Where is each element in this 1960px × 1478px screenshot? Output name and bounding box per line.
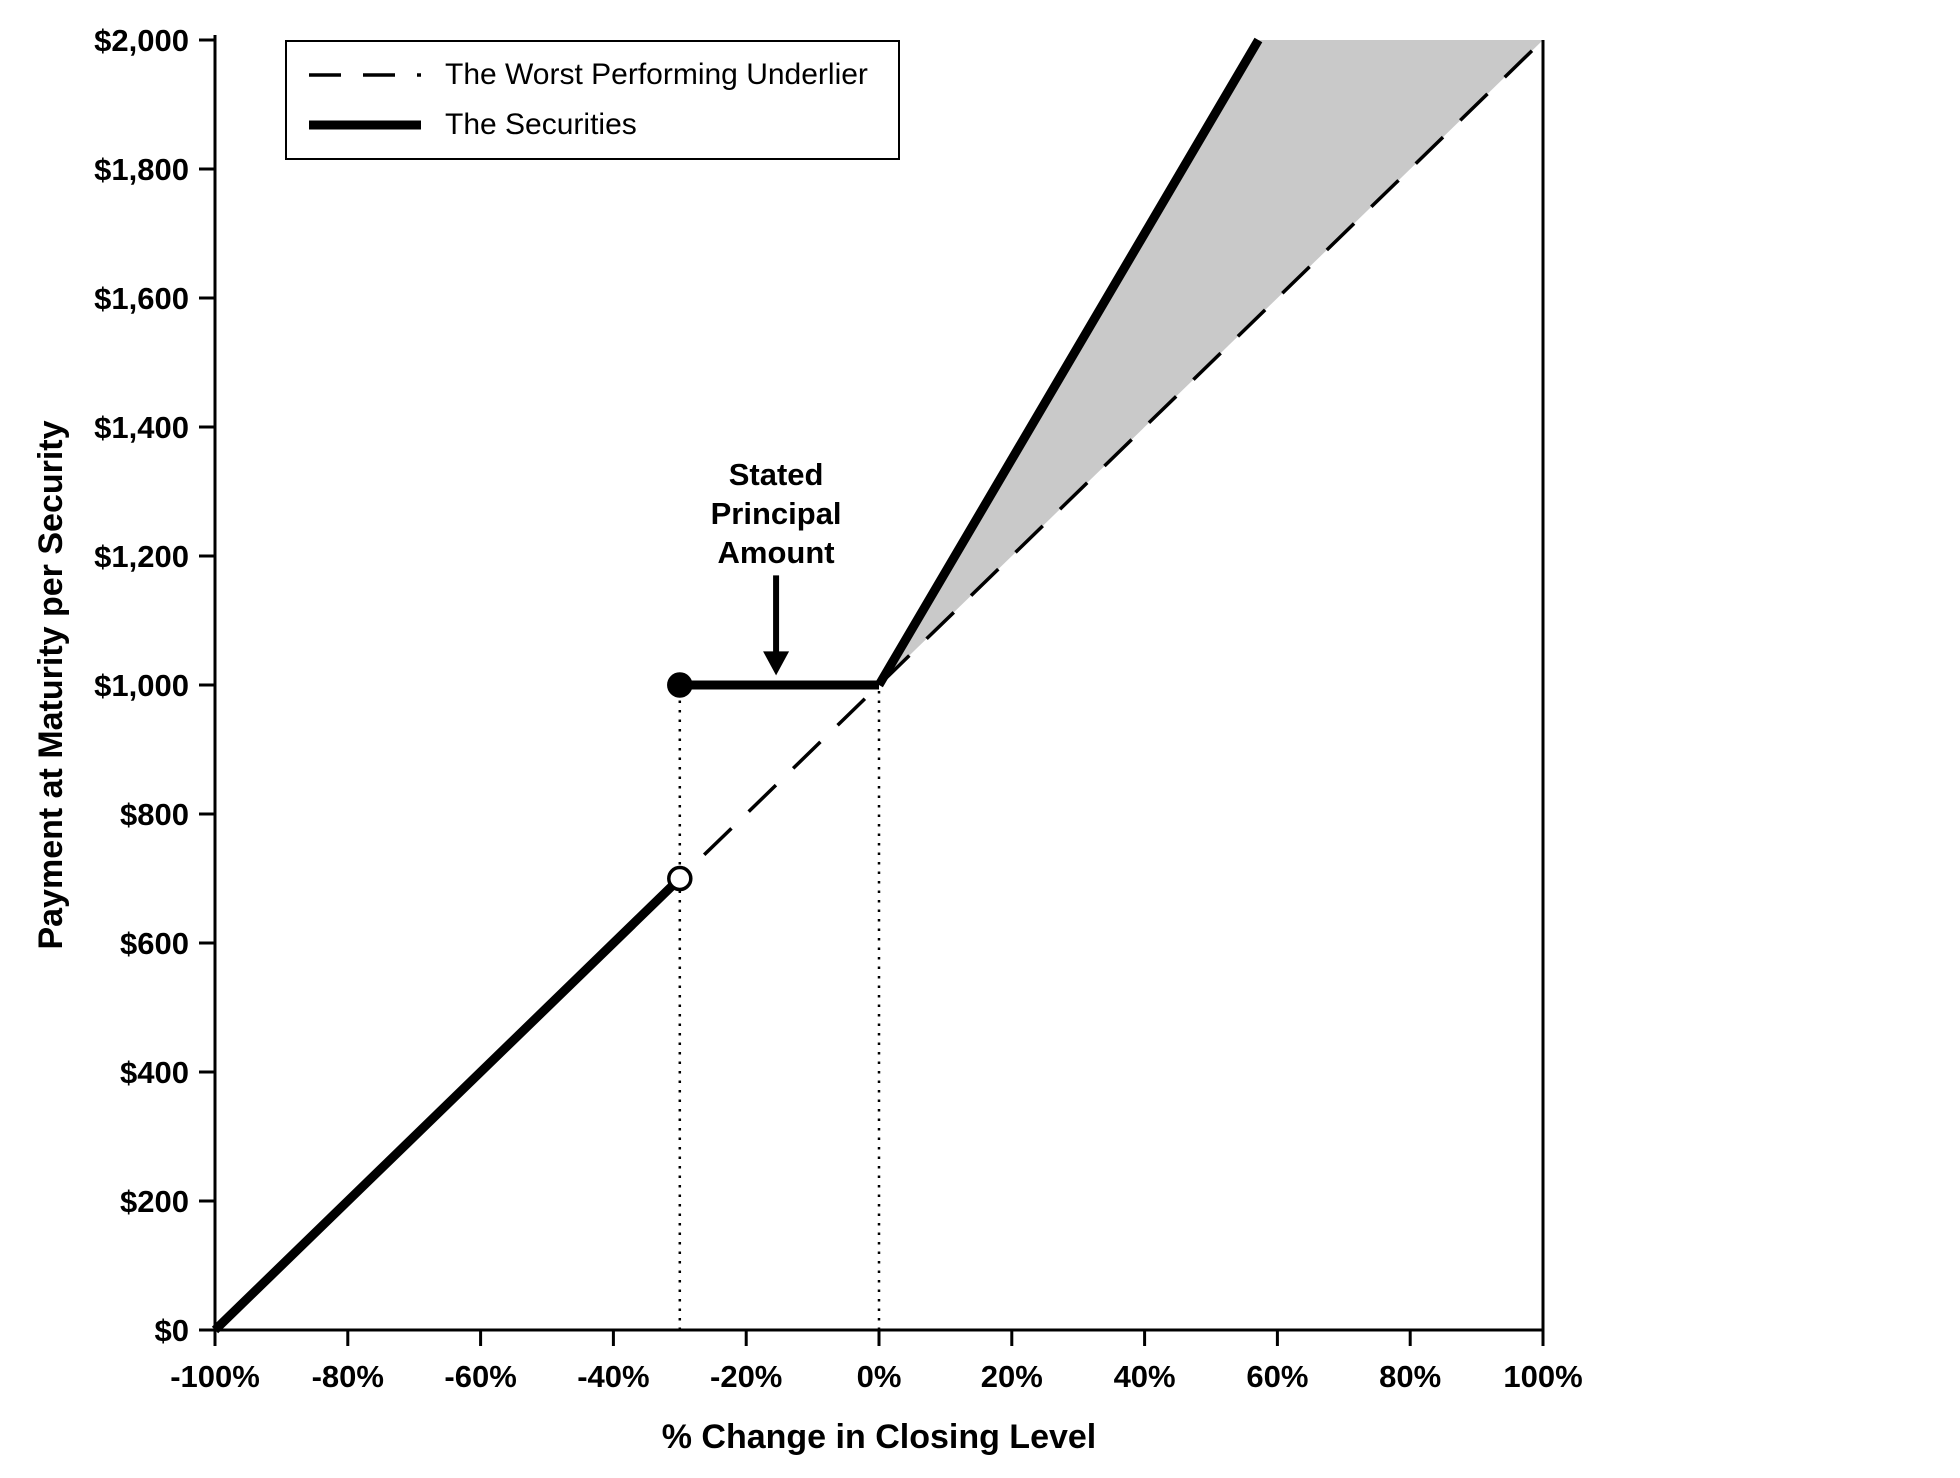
x-tick-label: 80% <box>1379 1359 1441 1394</box>
y-tick-label: $0 <box>155 1313 189 1348</box>
y-tick-label: $600 <box>120 926 189 961</box>
x-tick-label: 100% <box>1503 1359 1582 1394</box>
y-axis-title: Payment at Maturity per Security <box>32 420 70 949</box>
x-tick-label: -20% <box>710 1359 782 1394</box>
y-tick-label: $1,800 <box>94 152 189 187</box>
x-tick-label: -40% <box>577 1359 649 1394</box>
dashed-line-sample-icon <box>309 73 421 77</box>
x-tick-label: 20% <box>981 1359 1043 1394</box>
y-tick-label: $2,000 <box>94 23 189 58</box>
legend-entry-worst-performing-underlier: The Worst Performing Underlier <box>309 56 868 94</box>
y-tick-label: $400 <box>120 1055 189 1090</box>
x-tick-label: -80% <box>312 1359 384 1394</box>
x-tick-label: -100% <box>170 1359 260 1394</box>
legend: The Worst Performing Underlier The Secur… <box>285 40 900 160</box>
x-tick-label: -60% <box>444 1359 516 1394</box>
y-tick-label: $1,200 <box>94 539 189 574</box>
y-tick-label: $800 <box>120 797 189 832</box>
y-tick-label: $1,600 <box>94 281 189 316</box>
legend-entry-securities: The Securities <box>309 106 868 144</box>
securities-line-segment <box>211 875 683 1334</box>
thick-line-sample-icon <box>309 120 421 130</box>
annotation-stated-principal-text: Amount <box>718 535 835 570</box>
open-circle-marker <box>667 865 693 892</box>
y-tick-label: $200 <box>120 1184 189 1219</box>
annotation-stated-principal-text: Stated <box>729 457 824 492</box>
filled-circle-marker <box>667 672 693 698</box>
y-tick-label: $1,400 <box>94 410 189 445</box>
legend-label-worst-performing-underlier: The Worst Performing Underlier <box>445 58 868 91</box>
securities-line-segment <box>875 37 1263 688</box>
y-tick-label: $1,000 <box>94 668 189 703</box>
annotation-arrow-head-icon <box>763 651 790 676</box>
legend-label-securities: The Securities <box>445 108 637 141</box>
annotation-stated-principal-text: Principal <box>711 496 842 531</box>
x-tick-label: 0% <box>857 1359 902 1394</box>
x-axis-title: % Change in Closing Level <box>662 1418 1097 1456</box>
x-tick-label: 60% <box>1246 1359 1308 1394</box>
x-tick-label: 40% <box>1114 1359 1176 1394</box>
